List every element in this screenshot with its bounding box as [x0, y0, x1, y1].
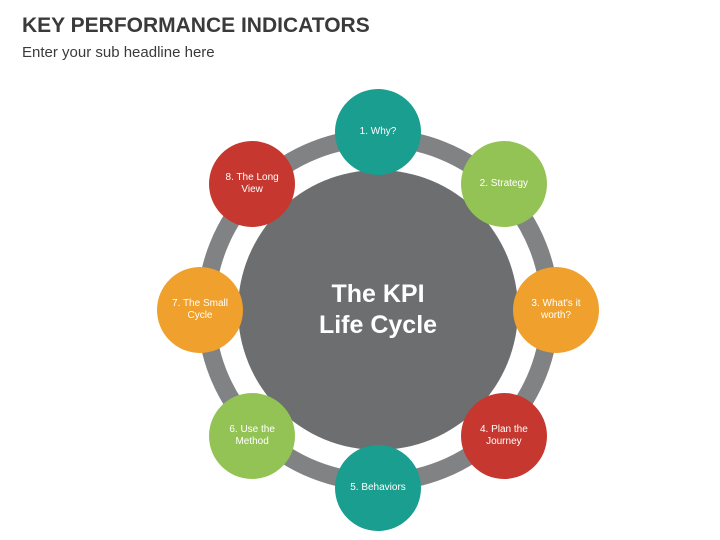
cycle-node-1: 1. Why? [335, 89, 421, 175]
cycle-core-label: The KPILife Cycle [301, 279, 455, 342]
slide: KEY PERFORMANCE INDICATORS Enter your su… [0, 0, 720, 540]
cycle-node-label: 2. Strategy [474, 178, 534, 190]
cycle-node-8: 8. The Long View [209, 141, 295, 227]
cycle-node-7: 7. The Small Cycle [157, 267, 243, 353]
kpi-cycle-diagram: The KPILife Cycle 1. Why? 2. Strategy 3. W… [157, 89, 599, 531]
cycle-node-label: 8. The Long View [209, 172, 295, 196]
cycle-node-label: 6. Use the Method [209, 424, 295, 448]
cycle-node-label: 5. Behaviors [344, 482, 412, 494]
slide-subtitle: Enter your sub headline here [22, 44, 215, 61]
cycle-node-2: 2. Strategy [461, 141, 547, 227]
cycle-node-5: 5. Behaviors [335, 445, 421, 531]
cycle-node-label: 7. The Small Cycle [157, 298, 243, 322]
cycle-node-label: 4. Plan the Journey [461, 424, 547, 448]
slide-title: KEY PERFORMANCE INDICATORS [22, 14, 370, 38]
cycle-node-label: 3. What's it worth? [513, 298, 599, 322]
cycle-node-6: 6. Use the Method [209, 393, 295, 479]
cycle-node-4: 4. Plan the Journey [461, 393, 547, 479]
cycle-node-label: 1. Why? [354, 126, 403, 138]
cycle-node-3: 3. What's it worth? [513, 267, 599, 353]
